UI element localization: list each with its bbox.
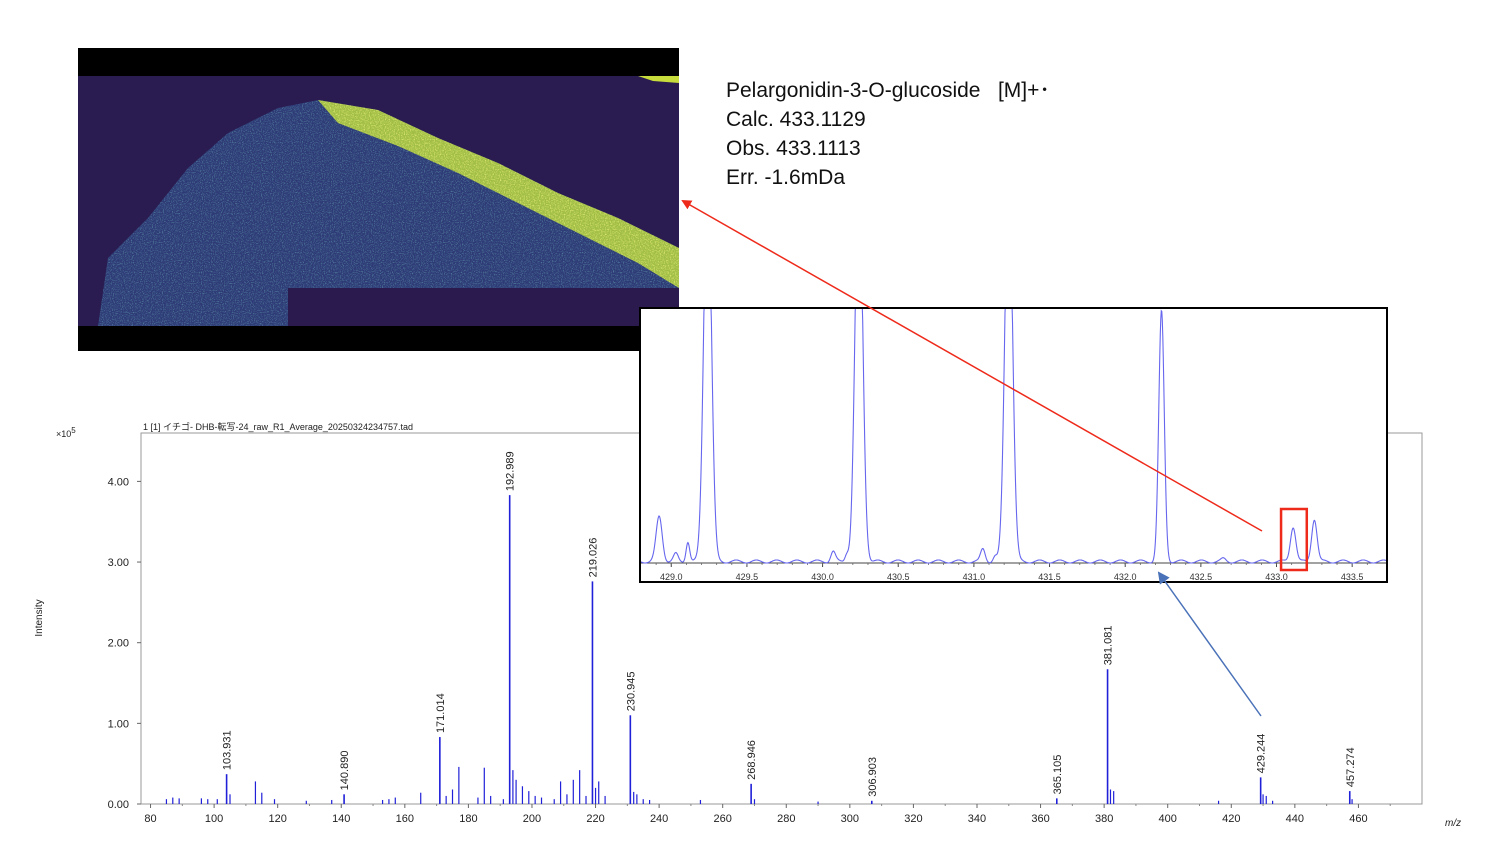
peak-label: 171.014 [435, 693, 447, 733]
highlight-box [1279, 507, 1309, 572]
lower-dark-band [288, 288, 679, 326]
black-band-bottom [78, 326, 679, 351]
x-tick-label: 400 [1159, 813, 1177, 825]
zoom-x-tick-label: 433.5 [1341, 572, 1364, 582]
zoom-x-tick-label: 431.0 [963, 572, 986, 582]
peak-label: 457.274 [1345, 747, 1357, 787]
x-tick-label: 240 [650, 813, 668, 825]
peak-label: 268.946 [746, 740, 758, 780]
y-tick-label: 1.00 [108, 718, 129, 730]
x-tick-label: 280 [777, 813, 795, 825]
zoom-x-tick-label: 429.5 [736, 572, 759, 582]
axis-ticks: 80 100 120 140 160 180 200 220 240 260 280 300 320 34… [108, 476, 1391, 825]
compound-annotation: Pelargonidin-3-O-glucoside [M]+･ Calc. 4… [726, 76, 1050, 192]
peak-label: 429.244 [1256, 734, 1268, 774]
y-tick-label: 4.00 [108, 476, 129, 488]
annotation-compound: Pelargonidin-3-O-glucoside [M]+･ [726, 79, 1050, 102]
peak-label: 306.903 [867, 757, 879, 797]
ms-imaging-picture [78, 48, 679, 351]
chart-title: 1 [1] イチゴ- DHB-転写-24_raw_R1_Average_2025… [143, 421, 413, 432]
peak-label: 140.890 [339, 751, 351, 791]
x-tick-label: 180 [459, 813, 477, 825]
annotation-calc: Calc. 433.1129 [726, 108, 866, 131]
x-tick-label: 460 [1349, 813, 1367, 825]
zoom-x-tick-label: 431.5 [1038, 572, 1061, 582]
x-axis-label: m/z [1445, 818, 1461, 829]
annotation-error: Err. -1.6mDa [726, 166, 846, 189]
tissue-texture [98, 100, 679, 326]
peak-label: 365.105 [1052, 755, 1064, 795]
y-tick-label: 2.00 [108, 638, 129, 650]
x-tick-label: 300 [841, 813, 859, 825]
x-tick-label: 320 [904, 813, 922, 825]
y-tick-label: 0.00 [108, 799, 129, 811]
zoom-x-tick-label: 429.0 [660, 572, 683, 582]
x-tick-label: 380 [1095, 813, 1113, 825]
x-tick-label: 160 [396, 813, 414, 825]
zoom-spectrum-line [641, 309, 1386, 564]
zoom-x-tick-label: 433.0 [1265, 572, 1288, 582]
x-tick-label: 140 [332, 813, 350, 825]
zoom-axis-ticks: 429.0 429.5 430.0 430.5 431.0 431.5 432.0 432.5… [655, 563, 1368, 582]
x-tick-label: 80 [144, 813, 156, 825]
peak-label: 219.026 [587, 538, 599, 578]
black-band-top [78, 48, 679, 76]
x-tick-label: 200 [523, 813, 541, 825]
tissue-edge-texture [318, 100, 679, 288]
annotation-obs: Obs. 433.1113 [726, 137, 861, 160]
zoom-x-tick-label: 430.5 [887, 572, 910, 582]
peak-label: 230.945 [625, 672, 637, 712]
peak-label: 103.931 [222, 730, 234, 770]
x-tick-label: 420 [1222, 813, 1240, 825]
x-tick-label: 340 [968, 813, 986, 825]
x-tick-label: 120 [269, 813, 287, 825]
upper-right-stripe [638, 76, 679, 83]
x-tick-label: 260 [714, 813, 732, 825]
peak-labels: 103.931 140.890 171.014 192.989 219.026 230.9… [222, 451, 1357, 796]
x-tick-label: 440 [1286, 813, 1304, 825]
y-axis-label: Intensity [34, 599, 45, 636]
x-tick-label: 220 [586, 813, 604, 825]
peak-label: 381.081 [1103, 626, 1115, 666]
zoom-x-tick-label: 432.0 [1114, 572, 1137, 582]
peak-label: 192.989 [505, 451, 517, 491]
x-tick-label: 360 [1031, 813, 1049, 825]
zoom-x-tick-label: 430.0 [811, 572, 834, 582]
x-tick-label: 100 [205, 813, 223, 825]
y-multiplier: ×105 [56, 426, 76, 439]
peak-series [165, 495, 1353, 804]
zoom-x-tick-label: 432.5 [1190, 572, 1213, 582]
y-tick-label: 3.00 [108, 557, 129, 569]
zoom-spectrum-panel: 429.0 429.5 430.0 430.5 431.0 431.5 432.0 432.5… [639, 307, 1388, 583]
